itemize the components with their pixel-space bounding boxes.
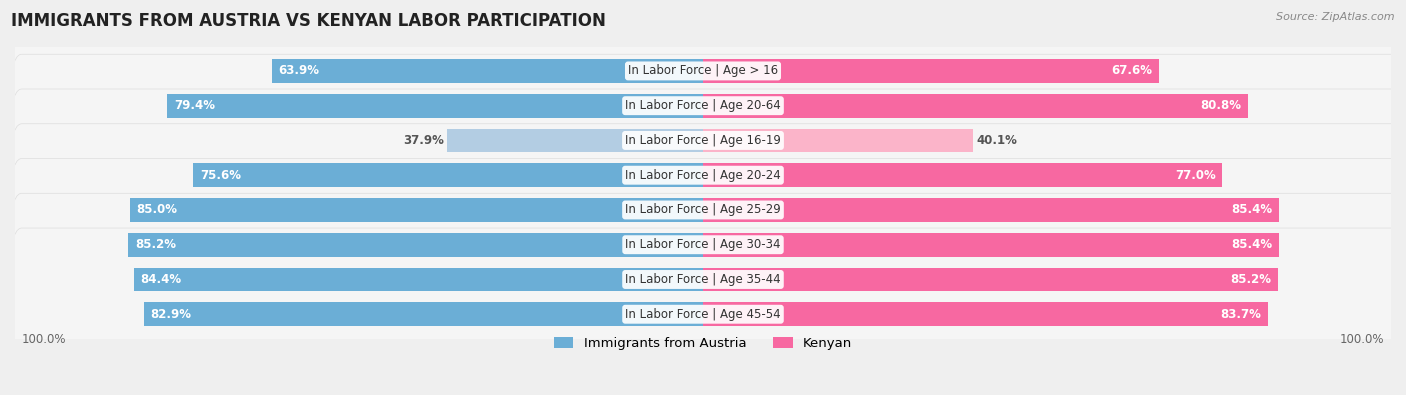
Bar	[447, 129, 703, 152]
Bar	[703, 129, 973, 152]
FancyBboxPatch shape	[8, 54, 1406, 227]
Text: 85.4%: 85.4%	[1232, 238, 1272, 251]
Text: 100.0%: 100.0%	[21, 333, 66, 346]
Bar	[271, 59, 703, 83]
FancyBboxPatch shape	[8, 0, 1406, 157]
FancyBboxPatch shape	[8, 228, 1406, 395]
FancyBboxPatch shape	[8, 158, 1406, 331]
Text: In Labor Force | Age 25-29: In Labor Force | Age 25-29	[626, 203, 780, 216]
Bar	[703, 59, 1159, 83]
Text: 77.0%: 77.0%	[1175, 169, 1216, 182]
Bar	[703, 233, 1279, 256]
Text: In Labor Force | Age 20-24: In Labor Force | Age 20-24	[626, 169, 780, 182]
Bar	[143, 303, 703, 326]
Text: 75.6%: 75.6%	[200, 169, 240, 182]
FancyBboxPatch shape	[8, 19, 1406, 192]
Text: 85.0%: 85.0%	[136, 203, 177, 216]
Bar	[703, 164, 1222, 187]
Text: In Labor Force | Age 45-54: In Labor Force | Age 45-54	[626, 308, 780, 321]
Text: 67.6%: 67.6%	[1111, 64, 1153, 77]
Bar	[167, 94, 703, 117]
Text: 83.7%: 83.7%	[1220, 308, 1261, 321]
Text: In Labor Force | Age 20-64: In Labor Force | Age 20-64	[626, 99, 780, 112]
Bar	[703, 268, 1278, 291]
Bar	[703, 198, 1279, 222]
Text: In Labor Force | Age 30-34: In Labor Force | Age 30-34	[626, 238, 780, 251]
Bar	[128, 233, 703, 256]
FancyBboxPatch shape	[8, 124, 1406, 296]
Text: 63.9%: 63.9%	[278, 64, 319, 77]
Text: 82.9%: 82.9%	[150, 308, 191, 321]
Text: 84.4%: 84.4%	[141, 273, 181, 286]
Text: 40.1%: 40.1%	[977, 134, 1018, 147]
Bar	[129, 198, 703, 222]
Bar	[134, 268, 703, 291]
Text: IMMIGRANTS FROM AUSTRIA VS KENYAN LABOR PARTICIPATION: IMMIGRANTS FROM AUSTRIA VS KENYAN LABOR …	[11, 12, 606, 30]
Text: In Labor Force | Age > 16: In Labor Force | Age > 16	[628, 64, 778, 77]
Bar	[193, 164, 703, 187]
Legend: Immigrants from Austria, Kenyan: Immigrants from Austria, Kenyan	[548, 332, 858, 356]
Text: In Labor Force | Age 35-44: In Labor Force | Age 35-44	[626, 273, 780, 286]
Text: 85.4%: 85.4%	[1232, 203, 1272, 216]
Text: 85.2%: 85.2%	[135, 238, 176, 251]
Text: In Labor Force | Age 16-19: In Labor Force | Age 16-19	[626, 134, 780, 147]
FancyBboxPatch shape	[8, 193, 1406, 366]
Bar	[703, 94, 1249, 117]
Bar	[703, 303, 1268, 326]
FancyBboxPatch shape	[8, 89, 1406, 261]
Text: 85.2%: 85.2%	[1230, 273, 1271, 286]
Text: 100.0%: 100.0%	[1340, 333, 1385, 346]
Text: 79.4%: 79.4%	[174, 99, 215, 112]
Text: 80.8%: 80.8%	[1201, 99, 1241, 112]
Text: 37.9%: 37.9%	[404, 134, 444, 147]
Text: Source: ZipAtlas.com: Source: ZipAtlas.com	[1277, 12, 1395, 22]
